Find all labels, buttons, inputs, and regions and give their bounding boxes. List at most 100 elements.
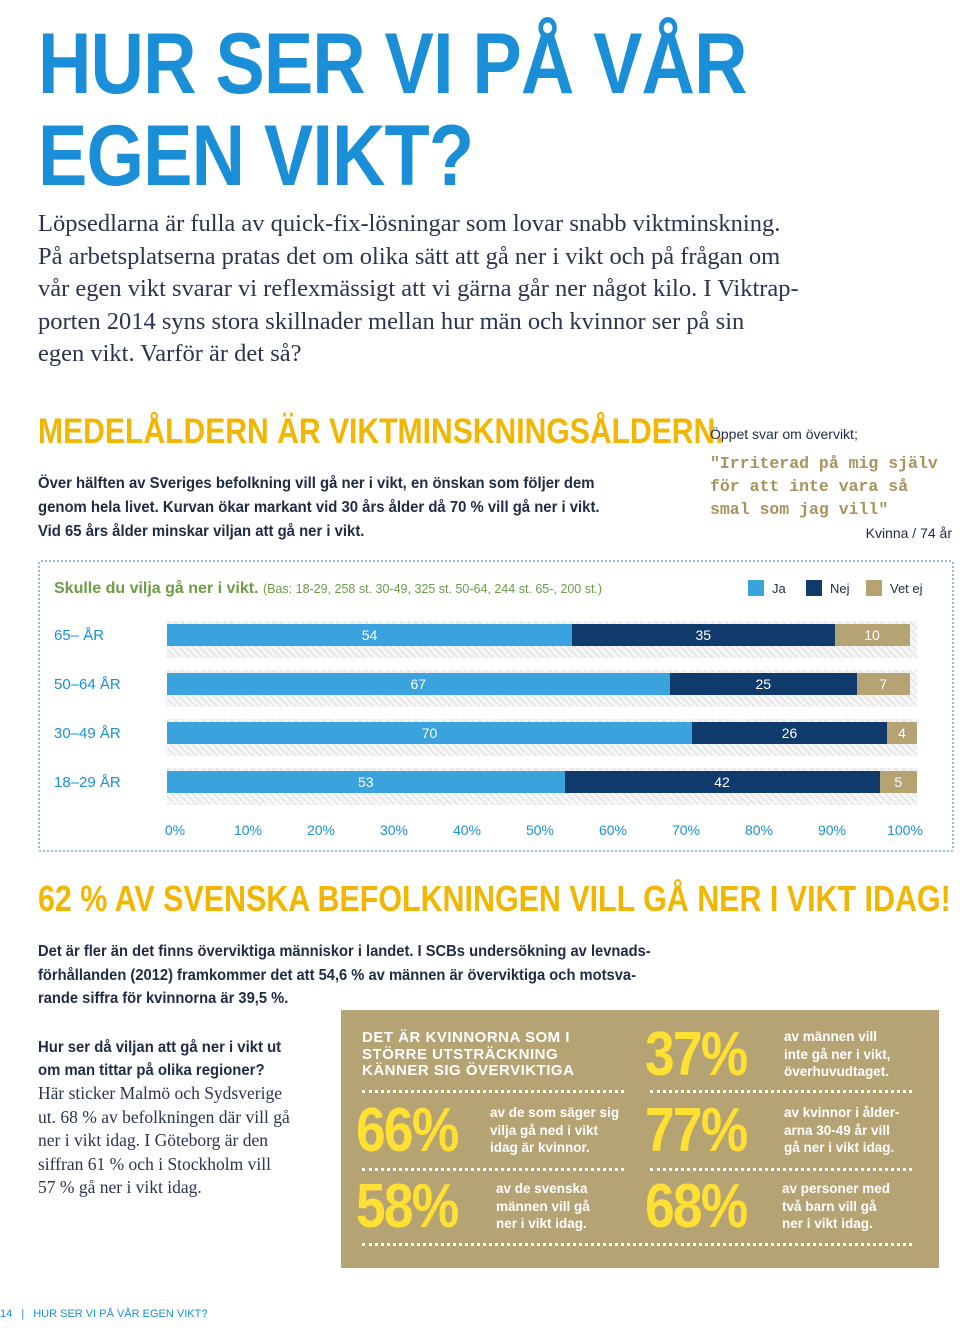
x-tick-label: 10%	[233, 822, 263, 838]
data-label: 26	[781, 725, 798, 741]
infobox-heading: DET ÄR KVINNORNA SOM I STÖRRE UTSTRÄCKNI…	[362, 1029, 622, 1080]
infobox-divider	[362, 1168, 624, 1171]
bar-segment-ja: 53	[167, 771, 565, 793]
bar-segment-ja: 70	[167, 722, 692, 744]
region-question-line: om man tittar på olika regioner?	[38, 1062, 265, 1079]
region-answer-line: ut. 68 % av befolkningen där vill gå	[38, 1106, 290, 1127]
intro-line: På arbetsplatserna pratas det om olika s…	[38, 242, 781, 270]
chart-subtitle: (Bas: 18-29, 258 st. 30-49, 325 st. 50-6…	[262, 582, 603, 596]
region-answer: Här sticker Malmö och Sydsverige ut. 68 …	[38, 1082, 318, 1200]
data-label: 7	[879, 676, 888, 692]
x-tick-label: 70%	[671, 822, 701, 838]
legend-swatch-vet-ej	[866, 580, 882, 596]
legend-label-nej: Nej	[830, 580, 850, 596]
infobox	[341, 1010, 939, 1268]
region-answer-line: ner i vikt idag. I Göteborg är den	[38, 1130, 269, 1150]
stat-value-37: 37%	[645, 1020, 748, 1089]
footer-separator: |	[21, 1308, 25, 1320]
quote-line: "Irriterad på mig själv	[710, 454, 938, 473]
infobox-divider	[650, 1168, 912, 1171]
category-label: 65– ÅR	[54, 627, 105, 644]
chart-frame	[38, 560, 954, 852]
region-question: Hur ser då viljan att gå ner i vikt ut o…	[38, 1036, 294, 1082]
stat-value-77: 77%	[645, 1096, 748, 1165]
stat-caption-58: av de svenska männen vill gå ner i vikt …	[496, 1180, 590, 1233]
bar-segment-vet-ej: 4	[887, 722, 917, 744]
intro-line: vår egen vikt svarar vi reflexmässigt at…	[38, 275, 799, 302]
infobox-heading-line: STÖRRE UTSTRÄCKNING	[362, 1045, 559, 1063]
infobox-heading-line: DET ÄR KVINNORNA SOM I	[362, 1029, 570, 1046]
bar-segment-nej: 42	[564, 771, 880, 793]
quote-line: för att inte vara så	[710, 477, 909, 496]
legend-label-ja: Ja	[772, 580, 786, 596]
bar-segment-ja: 67	[167, 673, 670, 695]
section-text: Över hälften av Sveriges befolkning vill…	[38, 472, 633, 544]
x-tick-label: 80%	[744, 822, 774, 838]
data-label: 42	[714, 774, 730, 790]
page-footer: 14 | HUR SER VI PÅ VÅR EGEN VIKT?	[0, 1308, 207, 1320]
stat-caption-37: av männen vill inte gå ner i vikt, överh…	[784, 1028, 891, 1081]
x-tick-label: 0%	[164, 822, 186, 838]
bar-segment-ja: 54	[167, 624, 572, 646]
intro-paragraph: Löpsedlarna är fulla av quick-fix-lösnin…	[38, 208, 918, 371]
chart-title-block: Skulle du vilja gå ner i vikt. (Bas: 18-…	[54, 580, 602, 598]
bar-segment-vet-ej: 10	[834, 624, 910, 646]
stat-text: Det är fler än det finns överviktiga män…	[38, 940, 682, 1011]
legend-label-vet-ej: Vet ej	[890, 580, 923, 596]
data-label: 70	[421, 725, 438, 741]
stat-caption-66: av de som säger sig vilja gå ned i vikt …	[490, 1104, 619, 1157]
page-number: 14	[0, 1308, 13, 1320]
legend-item-nej: Nej	[806, 580, 850, 596]
region-answer-line: Här sticker Malmö och Sydsverige	[38, 1083, 282, 1103]
category-label: 18–29 ÅR	[54, 774, 121, 791]
stat-line: Det är fler än det finns överviktiga män…	[38, 943, 651, 960]
region-answer-line: 57 % gå ner i vikt idag.	[38, 1177, 202, 1197]
stat-caption-line: arna 30-49 år vill	[784, 1122, 890, 1138]
section-line: Över hälften av Sveriges befolkning vill…	[38, 475, 595, 492]
quote-text: "Irriterad på mig själv för att inte var…	[710, 452, 960, 521]
quote-line: smal som jag vill"	[710, 500, 889, 519]
page-title-line-2: EGEN VIKT?	[38, 108, 474, 204]
bar-segment-nej: 25	[669, 673, 857, 695]
footer-title: HUR SER VI PÅ VÅR EGEN VIKT?	[33, 1308, 208, 1320]
data-label: 10	[864, 627, 880, 643]
stat-caption-line: gå ner i vikt idag.	[784, 1140, 895, 1155]
data-label: 35	[695, 627, 712, 643]
stat-value-58: 58%	[356, 1172, 459, 1241]
stat-line: förhållanden (2012) framkommer det att 5…	[38, 966, 636, 984]
region-answer-line: siffran 61 % och i Stockholm vill	[38, 1153, 271, 1174]
category-label: 50–64 ÅR	[54, 676, 121, 693]
stat-caption-line: av kvinnor i ålder-	[784, 1105, 900, 1120]
data-label: 5	[894, 774, 903, 790]
data-label: 25	[755, 676, 772, 692]
stat-value-68: 68%	[645, 1172, 748, 1241]
infobox-divider	[362, 1090, 624, 1093]
quote-attribution: Kvinna / 74 år	[865, 525, 952, 541]
infobox-heading-line: KÄNNER SIG ÖVERVIKTIGA	[362, 1062, 575, 1079]
stat-caption-line: överhuvudtaget.	[784, 1064, 890, 1079]
x-tick-label: 30%	[379, 822, 409, 838]
stat-caption-line: männen vill gå	[496, 1198, 590, 1214]
chart-title: Skulle du vilja gå ner i vikt.	[54, 580, 259, 597]
stat-caption-line: av personer med	[782, 1181, 891, 1196]
x-tick-label: 90%	[817, 822, 847, 838]
x-tick-label: 60%	[598, 822, 628, 838]
legend-swatch-ja	[748, 580, 764, 596]
bar-segment-vet-ej: 7	[857, 673, 910, 695]
bar-segment-nej: 26	[692, 722, 887, 744]
data-label: 54	[361, 627, 378, 643]
intro-line: porten 2014 syns stora skillnader mellan…	[38, 307, 745, 335]
category-label: 30–49 ÅR	[54, 725, 121, 742]
x-tick-label: 40%	[452, 822, 482, 838]
legend-item-vet-ej: Vet ej	[866, 580, 923, 596]
x-tick-label: 100%	[887, 822, 923, 838]
legend-swatch-nej	[806, 580, 822, 596]
page-title: HUR SER VI PÅ VÅR EGEN VIKT?	[38, 18, 812, 202]
region-question-line: Hur ser då viljan att gå ner i vikt ut	[38, 1039, 282, 1056]
section-line: genom hela livet. Kurvan ökar markant vi…	[38, 499, 600, 516]
stat-caption-77: av kvinnor i ålder- arna 30-49 år vill g…	[784, 1104, 900, 1157]
stat-caption-line: idag är kvinnor.	[490, 1140, 590, 1155]
data-label: 4	[898, 725, 906, 741]
stat-caption-line: inte gå ner i vikt,	[784, 1046, 891, 1062]
bar-segment-vet-ej: 5	[879, 771, 917, 793]
